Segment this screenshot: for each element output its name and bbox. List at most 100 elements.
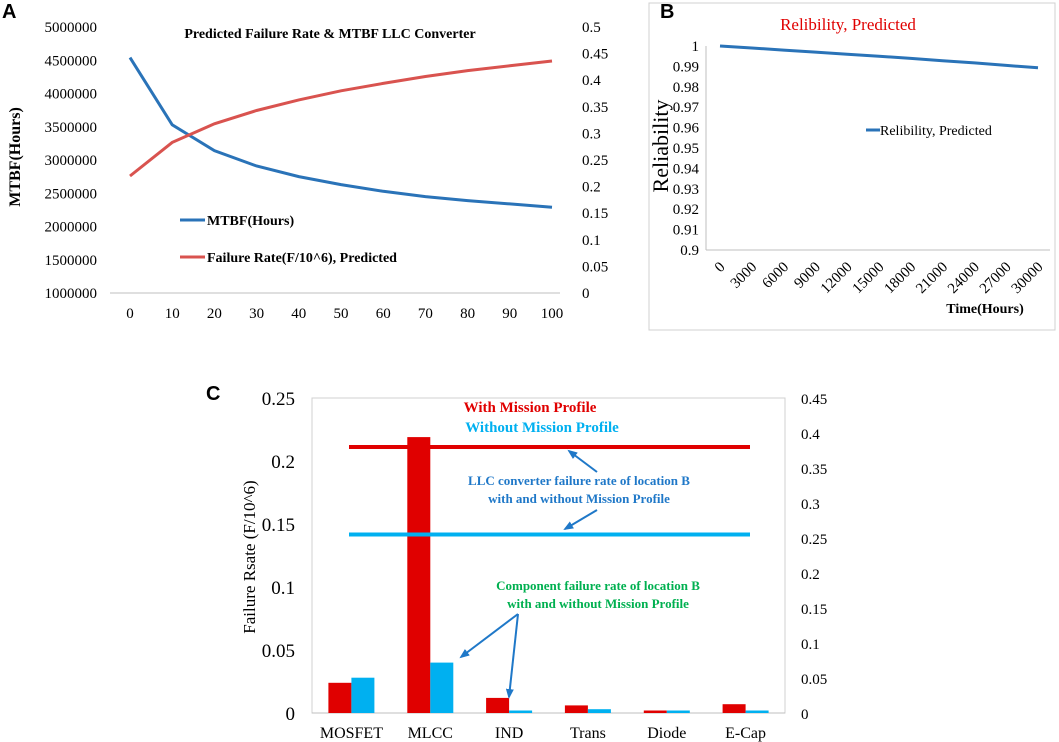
chart-a-y-tick: 3000000 — [45, 153, 98, 169]
chart-b-y-tick: 1 — [692, 39, 700, 55]
chart-c-bar-without-e-cap — [745, 710, 769, 713]
chart-a-x-tick: 10 — [165, 306, 180, 322]
chart-b-x-ticks: 0 3000 6000 9000120001500018000210002400027… — [712, 259, 1047, 297]
chart-c-x-tick: Trans — [570, 725, 606, 742]
chart-a-y-tick: 4000000 — [45, 87, 98, 103]
chart-b-y-tick: 0.92 — [673, 202, 699, 218]
chart-a-x-tick: 80 — [460, 306, 475, 322]
chart-a-series — [128, 56, 553, 209]
chart-c-bar-with-diode — [643, 710, 667, 713]
chart-c-y2-tick: 0.35 — [801, 462, 827, 478]
chart-c-x-ticks: MOSFET MLCC IND Trans Diode E-Cap — [320, 725, 766, 742]
chart-a-ylabel: MTBF(Hours) — [7, 107, 24, 207]
chart-b-y-tick: 0.97 — [673, 100, 700, 116]
chart-a-y2-tick: 0.1 — [582, 233, 601, 249]
chart-b-x-tick: 3000 — [728, 259, 761, 292]
chart-a-x-tick: 0 — [126, 306, 134, 322]
chart-b-xlabel: Time(Hours) — [946, 302, 1024, 317]
chart-c-y-tick: 0.2 — [271, 452, 295, 473]
chart-a-x-tick: 90 — [502, 306, 517, 322]
chart-a-x-tick: 30 — [249, 306, 264, 322]
chart-c-y2-tick: 0 — [801, 707, 809, 723]
chart-c-x-tick: MLCC — [408, 725, 453, 742]
chart-c-x-tick: Diode — [647, 725, 686, 742]
chart-c-y2-tick: 0.05 — [801, 672, 827, 688]
chart-c-y2-tick: 0.4 — [801, 427, 820, 443]
chart-c-y2-tick: 0.2 — [801, 567, 820, 583]
chart-c-x-tick: E-Cap — [725, 725, 766, 742]
chart-a-y2-tick: 0.05 — [582, 259, 608, 275]
chart-c-bar-with-mosfet — [328, 682, 352, 713]
chart-a-y2-tick: 0.3 — [582, 126, 601, 142]
chart-a-x-tick: 100 — [541, 306, 564, 322]
chart-a-series-line-failure-rate — [129, 59, 553, 178]
chart-b-x-tick: 27000 — [977, 259, 1015, 297]
chart-c-component-annotation-line2: with and without Mission Profile — [507, 596, 689, 611]
chart-c-bar-with-e-cap — [722, 704, 746, 713]
chart-b-y-tick: 0.94 — [673, 161, 700, 177]
chart-a-legend-mtbf: MTBF(Hours) — [207, 214, 294, 229]
chart-c-y2-ticks: 0 0.05 0.1 0.15 0.2 0.25 0.3 0.35 0.4 0.45 — [801, 392, 827, 723]
chart-b-x-tick: 15000 — [850, 259, 888, 297]
chart-c-y2-tick: 0.45 — [801, 392, 827, 408]
chart-c-bar-without-mosfet — [351, 677, 375, 713]
chart-c-arrow-to-red-line — [567, 449, 598, 473]
chart-a-x-ticks: 0 10 20 30 40 50 60 70 80 90 100 — [126, 306, 563, 322]
chart-c-bar-without-ind — [509, 710, 533, 713]
chart-c-x-tick: IND — [495, 725, 523, 742]
chart-b: Relibility, Predicted Reliability 0.9 0.9… — [648, 2, 1056, 331]
chart-b-x-tick: 6000 — [760, 259, 793, 292]
chart-c-component-annotation-line1: Component failure rate of location B — [496, 578, 700, 593]
chart-c-y-tick: 0.1 — [271, 578, 295, 599]
chart-b-x-tick: 12000 — [818, 259, 856, 297]
chart-a-y-tick: 4500000 — [45, 53, 98, 69]
chart-b-y-tick: 0.91 — [673, 223, 699, 239]
panel-label-c: C — [206, 383, 220, 405]
chart-a-y2-tick: 0.15 — [582, 206, 608, 222]
chart-c-bars — [328, 437, 769, 713]
chart-c-y2-tick: 0.1 — [801, 637, 820, 653]
chart-c-y2-tick: 0.15 — [801, 602, 827, 618]
chart-a-y2-tick: 0.4 — [582, 73, 601, 89]
chart-a-y-tick: 3500000 — [45, 120, 98, 136]
chart-a-y-ticks: 1000000 1500000 2000000 2500000 3000000 35000… — [45, 20, 98, 302]
panel-label-a: A — [2, 1, 16, 23]
chart-c-x-tick: MOSFET — [320, 725, 383, 742]
chart-a-y2-ticks: 0 0.05 0.1 0.15 0.2 0.25 0.3 0.35 0.4 0.45 0.5 — [582, 20, 608, 302]
chart-c-arrow-to-mlcc-bar — [459, 613, 519, 659]
chart-b-y-tick: 0.9 — [680, 243, 699, 259]
chart-b-y-tick: 0.93 — [673, 182, 699, 198]
chart-b-x-tick: 0 — [712, 259, 729, 276]
chart-c-y-tick: 0 — [286, 704, 296, 725]
chart-b-legend: Relibility, Predicted — [880, 124, 992, 139]
chart-a-y2-tick: 0.25 — [582, 153, 608, 169]
chart-b-y-ticks: 0.9 0.91 0.92 0.93 0.94 0.95 0.96 0.97 0.98 0.99 1 — [673, 39, 700, 259]
chart-a-x-tick: 20 — [207, 306, 222, 322]
chart-b-series-line — [719, 44, 1039, 70]
chart-a-y-tick: 2000000 — [45, 220, 98, 236]
chart-b-x-tick: 21000 — [913, 259, 951, 297]
chart-a: Predicted Failure Rate & MTBF LLC Conver… — [7, 20, 608, 322]
chart-c-bar-without-trans — [587, 709, 611, 713]
chart-b-title: Relibility, Predicted — [780, 15, 916, 34]
chart-c-arrow-to-cyan-line — [563, 509, 598, 531]
chart-a-y2-tick: 0.45 — [582, 47, 608, 63]
chart-c-bar-without-mlcc — [430, 662, 454, 713]
chart-a-legend-failure: Failure Rate(F/10^6), Predicted — [207, 251, 397, 266]
chart-b-x-tick: 30000 — [1009, 259, 1047, 297]
chart-a-y-tick: 5000000 — [45, 20, 98, 36]
chart-c-y-ticks: 0 0.05 0.1 0.15 0.2 0.25 — [262, 389, 295, 725]
chart-a-y2-tick: 0.2 — [582, 180, 601, 196]
chart-a-y-tick: 1000000 — [45, 286, 98, 302]
chart-b-y-tick: 0.98 — [673, 80, 699, 96]
chart-c-bar-with-ind — [486, 697, 510, 713]
chart-a-y2-tick: 0 — [582, 286, 590, 302]
chart-c-bar-with-mlcc — [407, 437, 431, 713]
chart-a-title: Predicted Failure Rate & MTBF LLC Conver… — [184, 27, 475, 42]
chart-c-y2-tick: 0.25 — [801, 532, 827, 548]
chart-a-y2-tick: 0.35 — [582, 100, 608, 116]
chart-b-ylabel: Reliability — [648, 100, 673, 193]
chart-a-y-tick: 2500000 — [45, 186, 98, 202]
chart-a-x-tick: 70 — [418, 306, 433, 322]
